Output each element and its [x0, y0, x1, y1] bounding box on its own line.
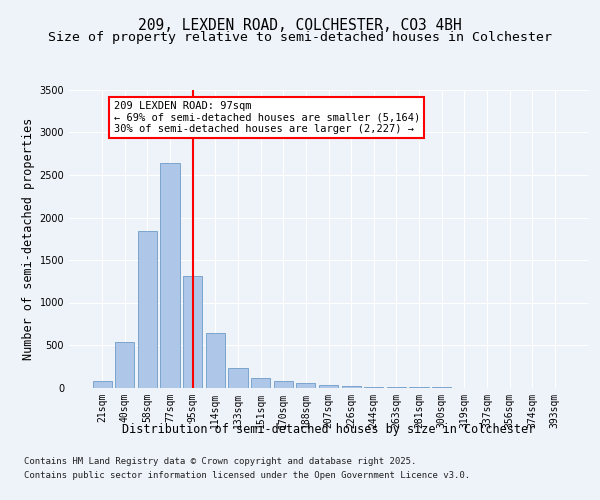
Text: Contains HM Land Registry data © Crown copyright and database right 2025.: Contains HM Land Registry data © Crown c…	[24, 458, 416, 466]
Bar	[274, 380, 293, 388]
Bar	[364, 387, 383, 388]
Bar	[319, 385, 338, 388]
Bar	[341, 386, 361, 388]
Bar	[229, 368, 248, 388]
Bar	[92, 381, 112, 388]
Bar	[183, 276, 202, 388]
Bar	[206, 333, 225, 388]
Bar	[160, 163, 180, 388]
Bar	[296, 383, 316, 388]
Text: 209 LEXDEN ROAD: 97sqm
← 69% of semi-detached houses are smaller (5,164)
30% of : 209 LEXDEN ROAD: 97sqm ← 69% of semi-det…	[113, 101, 420, 134]
Text: Size of property relative to semi-detached houses in Colchester: Size of property relative to semi-detach…	[48, 31, 552, 44]
Bar	[251, 378, 270, 388]
Bar	[115, 342, 134, 388]
Text: Distribution of semi-detached houses by size in Colchester: Distribution of semi-detached houses by …	[122, 422, 535, 436]
Y-axis label: Number of semi-detached properties: Number of semi-detached properties	[22, 118, 35, 360]
Text: Contains public sector information licensed under the Open Government Licence v3: Contains public sector information licen…	[24, 471, 470, 480]
Bar	[138, 231, 157, 388]
Text: 209, LEXDEN ROAD, COLCHESTER, CO3 4BH: 209, LEXDEN ROAD, COLCHESTER, CO3 4BH	[138, 18, 462, 32]
